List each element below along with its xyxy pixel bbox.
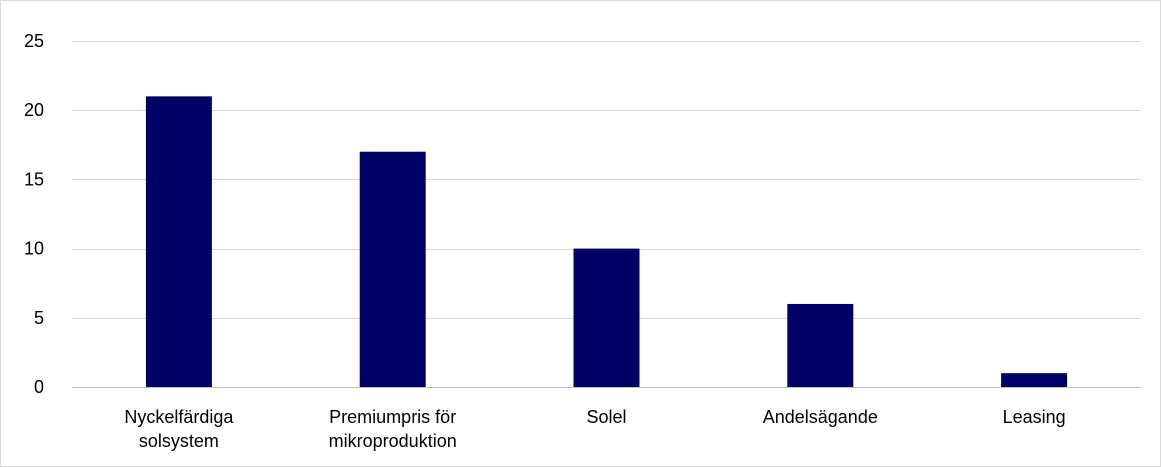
x-tick-label: Nyckelfärdiga solsystem <box>124 407 234 451</box>
bar <box>145 96 212 388</box>
bar <box>787 303 854 387</box>
x-tick-label: Solel <box>586 407 626 427</box>
x-axis-tick-labels: Nyckelfärdiga solsystem Premiumpris för mik… <box>124 407 1065 451</box>
y-tick-label: 15 <box>24 169 44 189</box>
bar <box>573 248 640 387</box>
x-tick-label: Leasing <box>1003 407 1066 427</box>
bars <box>145 96 1068 388</box>
x-tick-label: Premiumpris för mikroproduktion <box>329 407 457 451</box>
y-tick-label: 5 <box>34 308 44 328</box>
y-tick-label: 20 <box>24 100 44 120</box>
x-tick-label: Andelsägande <box>763 407 878 427</box>
y-tick-label: 0 <box>34 377 44 397</box>
bar <box>1001 373 1068 387</box>
y-axis-tick-labels: 0 5 10 15 20 25 <box>24 31 44 397</box>
bar <box>359 151 426 387</box>
y-tick-label: 25 <box>24 31 44 51</box>
y-tick-label: 10 <box>24 239 44 259</box>
